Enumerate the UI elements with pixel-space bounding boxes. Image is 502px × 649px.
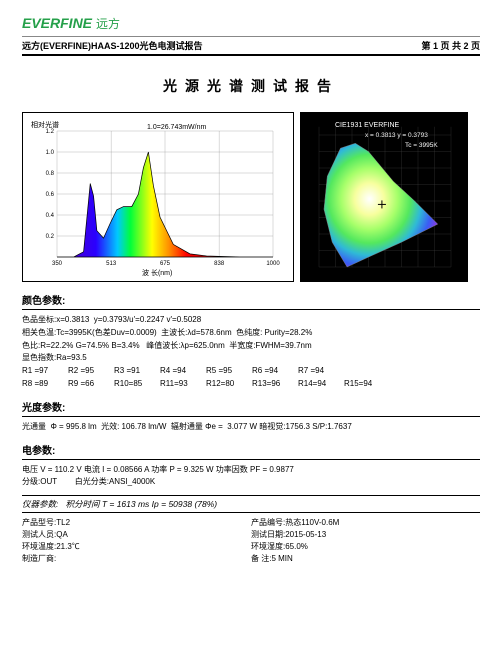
svg-text:0.8: 0.8 [46,171,55,177]
svg-text:1.0: 1.0 [46,150,55,156]
report-title: 远方(EVERFINE)HAAS-1200光色电测试报告 [22,39,203,52]
svg-text:838: 838 [214,261,225,267]
luminous-params-title: 光度参数: [22,399,480,417]
class-line: 分级:OUT 白光分类:ANSI_4000K [22,476,480,489]
ratio-line: 色比:R=22.2% G=74.5% B=3.4% 峰值波长:λp=625.0n… [22,340,480,353]
cri-line: 显色指数:Ra=93.5 [22,352,480,365]
svg-text:相对光谱: 相对光谱 [31,120,59,129]
ri-row-1: R1 =97R2 =95R3 =91R4 =94R5 =95R6 =94R7 =… [22,365,480,378]
svg-text:513: 513 [106,261,117,267]
instrument-title: 仪器参数: [22,499,58,509]
cie-chart: CIE1931 EVERFINE x = 0.3813 y = 0.3793 T… [300,112,468,282]
ri-row-2: R8 =89R9 =66R10=85R11=93R12=80R13=96R14=… [22,378,480,391]
svg-text:0.6: 0.6 [46,192,55,198]
svg-text:EVERFINE: EVERFINE [22,15,93,31]
spectrum-chart: 相对光谱 1.0=26.743mW/nm 波 长(nm) 0.2 0.4 0.6 0.… [22,112,294,282]
svg-text:1.0=26.743mW/nm: 1.0=26.743mW/nm [147,124,207,131]
svg-text:远方: 远方 [96,16,120,31]
svg-text:0.4: 0.4 [46,213,55,219]
elec-params-title: 电参数: [22,442,480,460]
color-params-title: 颜色参数: [22,292,480,310]
svg-text:675: 675 [160,261,171,267]
svg-text:x = 0.3813 y = 0.3793: x = 0.3813 y = 0.3793 [365,132,428,139]
svg-text:350: 350 [52,261,63,267]
footer-right: 产品编号:热态110V-0.6M 测试日期:2015-05-13 环境湿度:65… [251,517,480,565]
cct-line: 相关色温:Tc=3995K(色差Duv=0.0009) 主波长:λd=578.6… [22,327,480,340]
svg-text:波 长(nm): 波 长(nm) [142,268,172,277]
svg-text:1000: 1000 [266,261,280,267]
svg-text:Tc = 3995K: Tc = 3995K [405,142,438,149]
elec-line: 电压 V = 110.2 V 电流 I = 0.08566 A 功率 P = 9… [22,464,480,477]
page-indicator: 第 1 页 共 2 页 [421,39,480,52]
svg-text:0.2: 0.2 [46,234,55,240]
logo: EVERFINE 远方 [22,14,122,34]
instrument-line: 积分时间 T = 1613 ms Ip = 50938 (78%) [65,499,217,509]
svg-text:1.2: 1.2 [46,129,55,135]
svg-text:CIE1931 EVERFINE: CIE1931 EVERFINE [335,122,400,129]
chromaticity-coord: 色品坐标:x=0.3813 y=0.3793/u'=0.2247 v'=0.50… [22,314,480,327]
footer-left: 产品型号:TL2 测试人员:QA 环境温度:21.3℃ 制造厂商: [22,517,251,565]
flux-line: 光通量 Φ = 995.8 lm 光效: 106.78 lm/W 辐射通量 Φe… [22,421,480,434]
main-title: 光源光谱测试报告 [22,76,480,96]
